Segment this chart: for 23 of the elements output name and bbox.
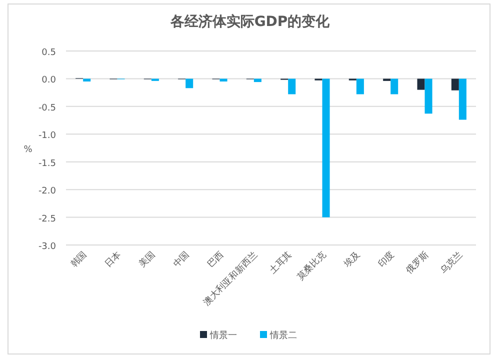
y-tick-label: -0.5 (38, 103, 56, 114)
x-tick-label: 俄罗斯 (404, 249, 431, 276)
x-tick-label: 土耳其 (267, 249, 294, 276)
y-tick-label: 0.5 (42, 48, 56, 58)
x-tick-label: 巴西 (206, 250, 226, 270)
x-tick-label: 埃及 (341, 249, 363, 271)
chart-title: 各经济体实际GDP的变化 (169, 13, 331, 30)
x-tick-label: 韩国 (68, 249, 90, 270)
legend-label: 情景二 (269, 330, 297, 341)
y-tick-label: -2.0 (38, 186, 56, 197)
x-tick-label: 美国 (137, 249, 158, 270)
y-tick-label: 0.0 (42, 76, 56, 86)
y-tick-label: -1.0 (38, 131, 56, 142)
x-tick-label: 中国 (171, 249, 192, 270)
y-tick-label: -1.5 (38, 158, 56, 169)
x-tick-label: 莫桑比克 (295, 249, 328, 283)
y-axis-title: % (24, 145, 33, 155)
y-tick-label: -3.0 (38, 242, 56, 252)
y-tick-label: -2.5 (38, 214, 56, 224)
x-tick-label: 印度 (376, 249, 397, 270)
legend-label: 情景一 (209, 330, 237, 341)
x-tick-label: 日本 (102, 249, 124, 270)
x-tick-label: 乌克兰 (438, 249, 466, 276)
